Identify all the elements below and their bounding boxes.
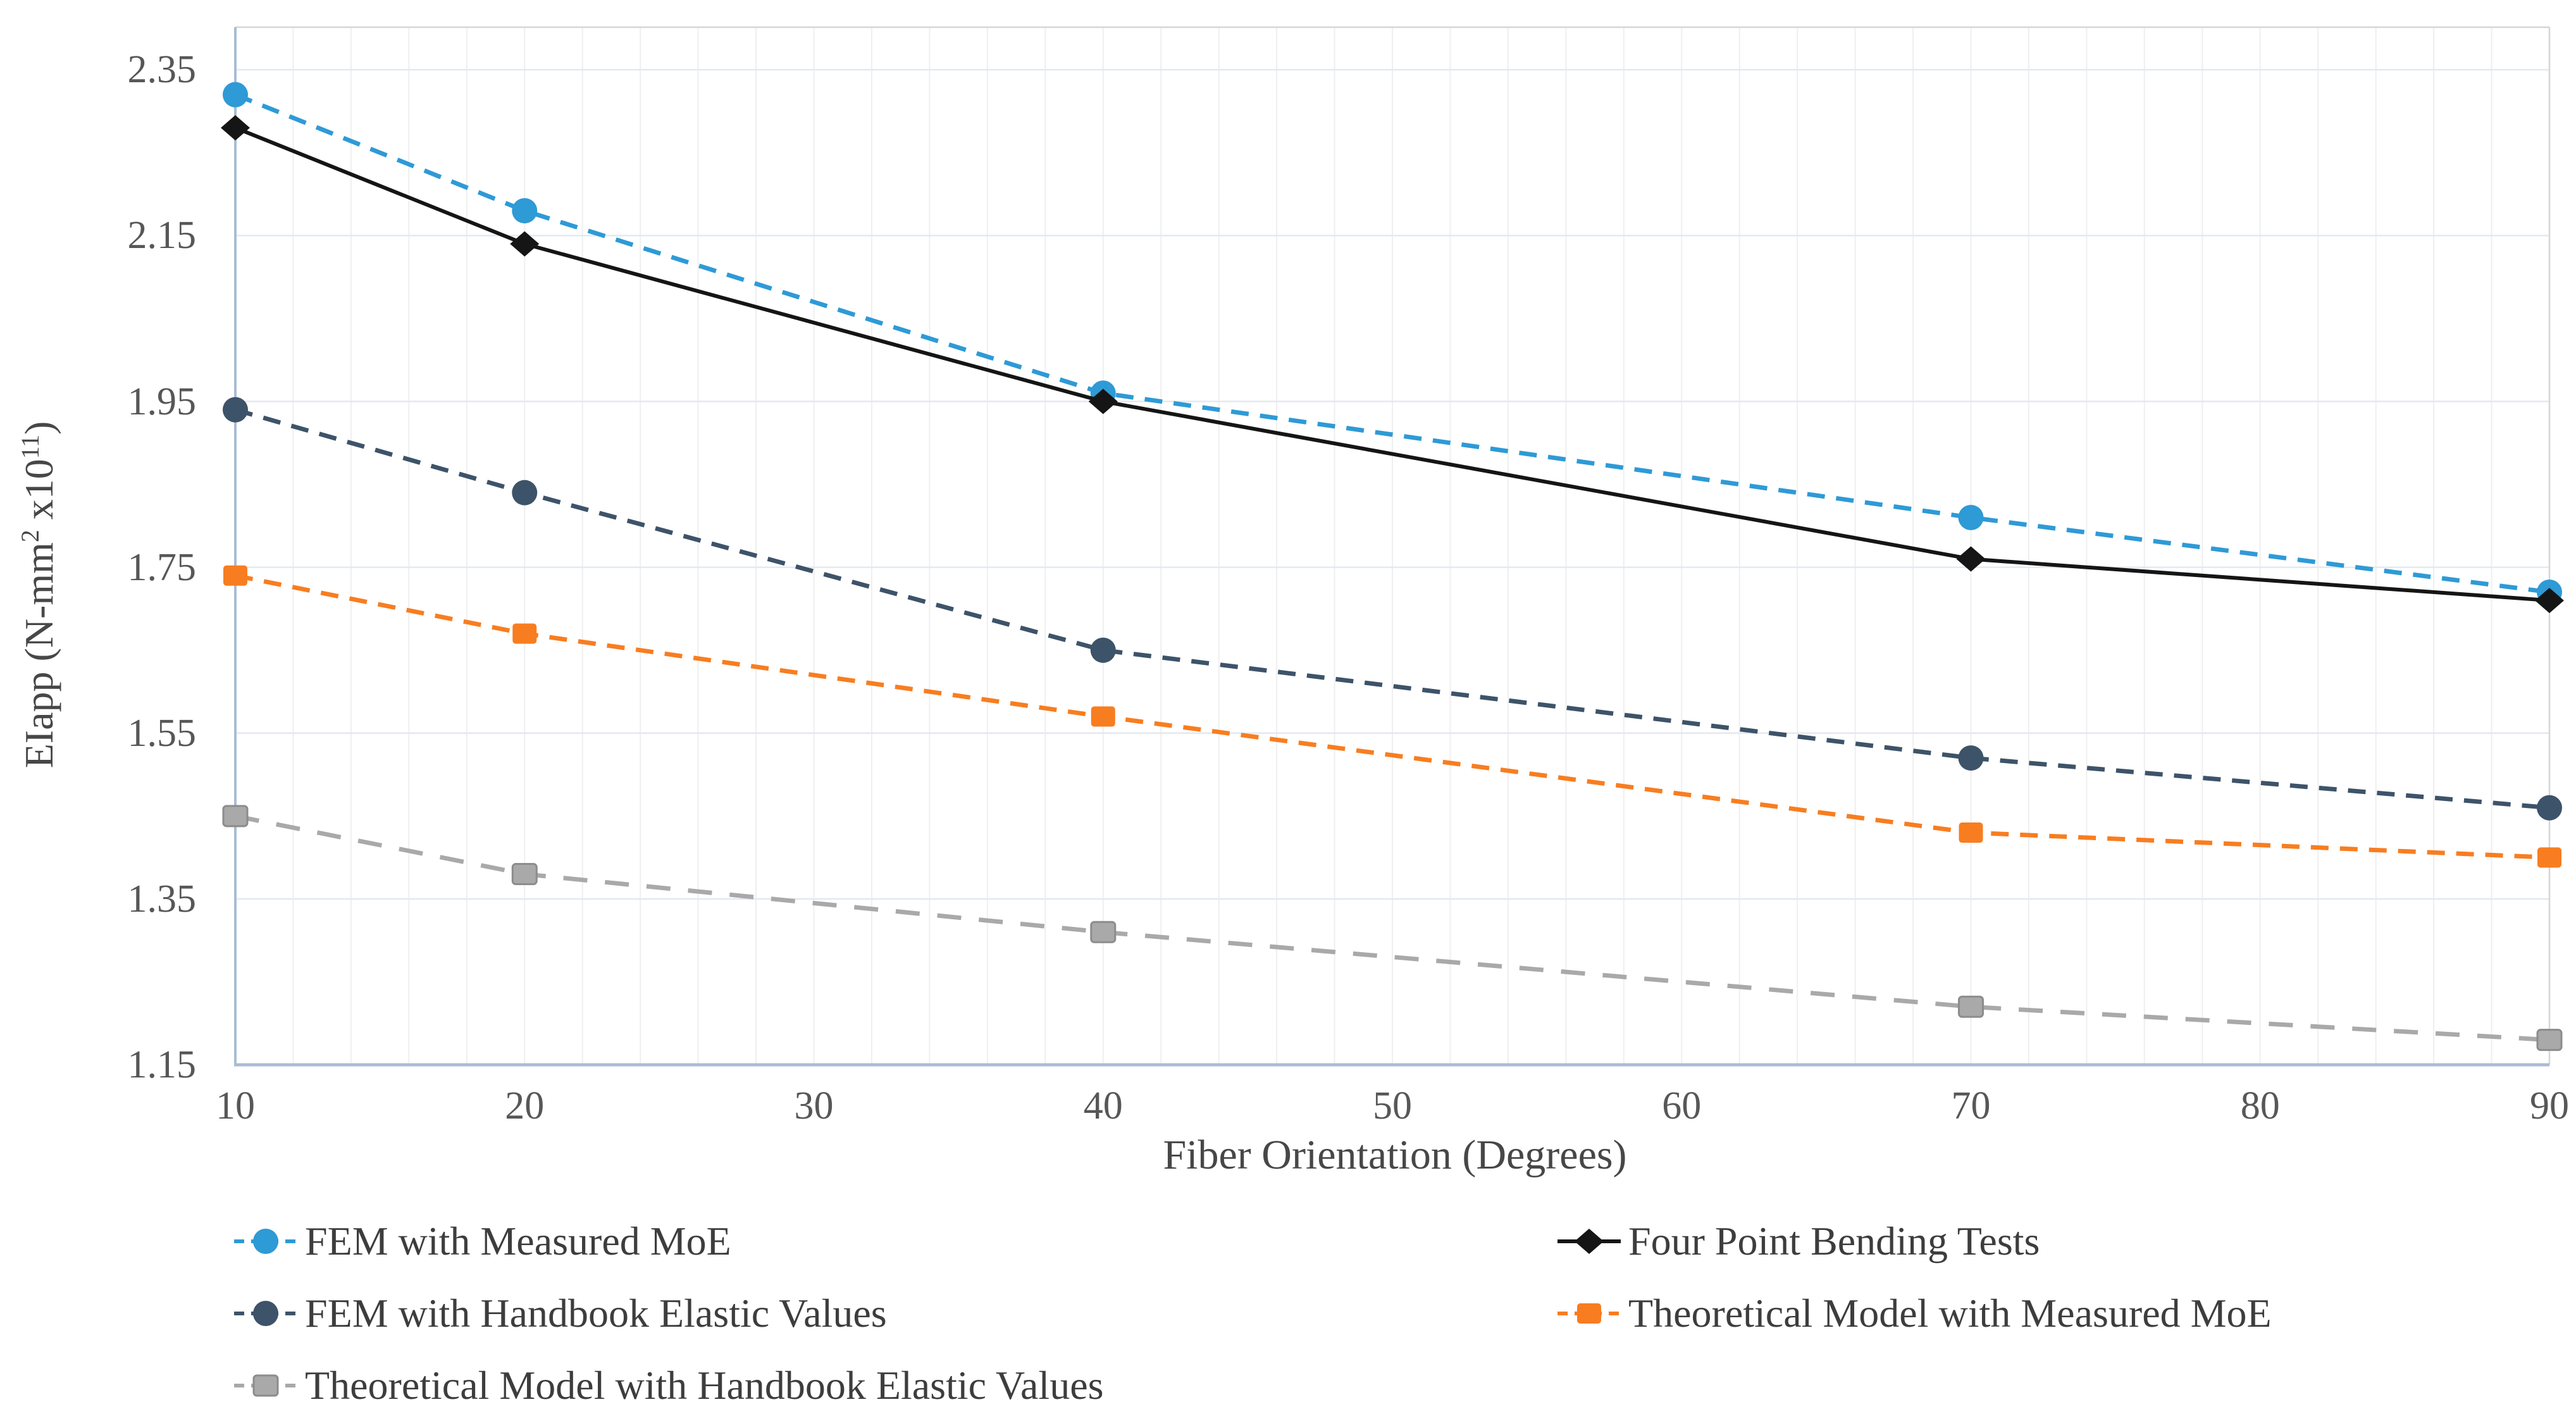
legend-item: Four Point Bending Tests — [1556, 1205, 2272, 1277]
data-point-marker-square — [1959, 822, 1983, 843]
y-axis-title-text: x10 — [16, 459, 62, 530]
y-tick-label: 2.15 — [127, 214, 197, 258]
data-point-marker-square — [512, 623, 537, 644]
data-point-marker-circle — [253, 1301, 278, 1326]
legend-item: Theoretical Model with Measured MoE — [1556, 1277, 2272, 1350]
data-point-marker-square — [222, 805, 249, 828]
data-point-marker-circle — [223, 82, 248, 108]
y-tick-label: 1.75 — [127, 545, 197, 589]
x-tick-label: 30 — [794, 1084, 834, 1127]
chart-legend-left-column: FEM with Measured MoE FEM with Handbook E… — [233, 1205, 1104, 1421]
data-point-marker-square — [1091, 706, 1115, 727]
legend-marker-diamond-icon — [1557, 1229, 1621, 1254]
data-point-marker-square — [511, 863, 538, 886]
y-axis-title-text: 2 — [16, 530, 44, 543]
legend-item: Theoretical Model with Handbook Elastic … — [233, 1350, 1104, 1421]
x-tick-label: 20 — [505, 1084, 545, 1127]
data-point-marker-square — [223, 565, 247, 586]
data-point-marker-square — [1577, 1303, 1601, 1324]
data-point-marker-circle — [1090, 637, 1116, 663]
y-tick-label: 1.95 — [127, 380, 197, 423]
data-point-marker-diamond — [221, 115, 250, 141]
legend-marker-square-icon — [234, 1374, 297, 1397]
legend-marker-circle-icon — [234, 1229, 297, 1254]
legend-item: FEM with Handbook Elastic Values — [233, 1277, 1104, 1350]
data-point-marker-square — [1090, 921, 1117, 943]
y-tick-label: 1.55 — [127, 711, 197, 755]
x-axis-title: Fiber Orientation (Degrees) — [1163, 1132, 1627, 1178]
legend-label: Four Point Bending Tests — [1628, 1219, 2040, 1263]
data-point-marker-circle — [253, 1229, 278, 1254]
y-axis-title-text: 11 — [16, 435, 44, 459]
x-tick-label: 50 — [1373, 1084, 1412, 1127]
data-point-marker-diamond — [1575, 1229, 1604, 1254]
data-point-marker-circle — [1958, 505, 1984, 531]
x-tick-label: 90 — [2530, 1084, 2569, 1127]
x-tick-label: 10 — [216, 1084, 255, 1127]
legend-label: FEM with Measured MoE — [305, 1219, 731, 1263]
data-point-marker-circle — [512, 198, 538, 224]
data-point-marker-diamond — [2535, 588, 2564, 614]
x-tick-label: 80 — [2240, 1084, 2280, 1127]
y-tick-label: 1.35 — [127, 877, 197, 921]
legend-label: Theoretical Model with Handbook Elastic … — [305, 1363, 1104, 1408]
data-point-marker-square — [2536, 1029, 2563, 1052]
legend-label: FEM with Handbook Elastic Values — [305, 1291, 887, 1336]
x-tick-label: 60 — [1662, 1084, 1702, 1127]
legend-marker-square-icon — [1557, 1303, 1621, 1324]
data-point-marker-square — [2537, 847, 2561, 868]
series-line-4 — [235, 814, 2550, 1043]
x-tick-label: 40 — [1083, 1084, 1123, 1127]
chart-legend-right-column: Four Point Bending Tests Theoretical Mode… — [1556, 1205, 2272, 1350]
legend-label: Theoretical Model with Measured MoE — [1628, 1291, 2272, 1336]
data-point-marker-circle — [2537, 795, 2562, 821]
data-point-marker-square — [252, 1374, 279, 1397]
data-point-marker-circle — [1958, 745, 1984, 771]
data-point-marker-square — [1958, 995, 1984, 1018]
data-point-marker-diamond — [510, 231, 540, 257]
data-point-marker-diamond — [1956, 546, 1986, 572]
data-point-marker-circle — [512, 480, 538, 506]
y-tick-label: 2.35 — [127, 48, 197, 92]
legend-item: FEM with Measured MoE — [233, 1205, 1104, 1277]
data-point-marker-diamond — [1088, 388, 1118, 414]
legend-marker-circle-icon — [234, 1301, 297, 1326]
data-point-marker-circle — [223, 397, 248, 423]
x-tick-label: 70 — [1951, 1084, 1991, 1127]
y-tick-label: 1.15 — [127, 1043, 197, 1086]
